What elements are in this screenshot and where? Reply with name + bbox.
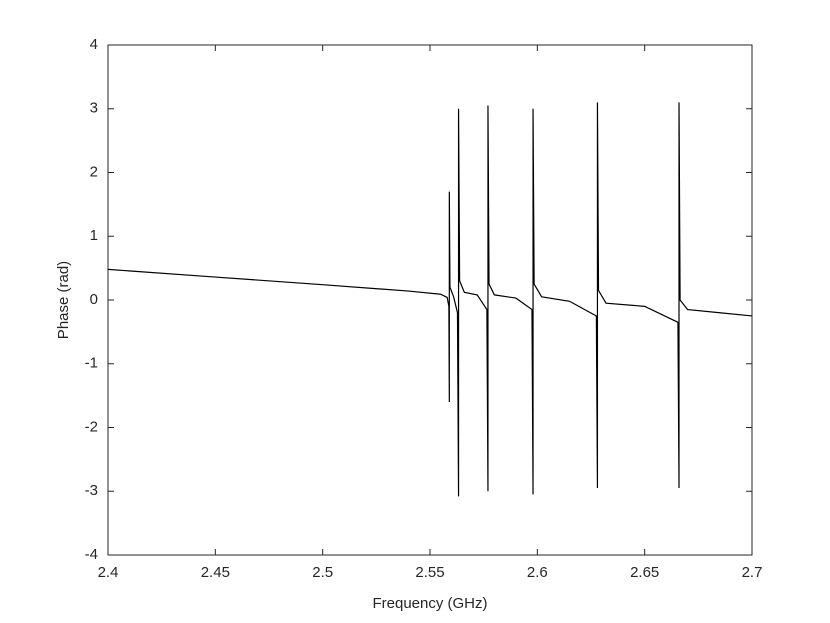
x-tick-label: 2.5 — [312, 564, 333, 581]
y-tick-label: 1 — [90, 227, 98, 244]
x-tick-label: 2.55 — [415, 564, 444, 581]
x-tick-label: 2.6 — [527, 564, 548, 581]
x-tick-label: 2.45 — [201, 564, 230, 581]
y-tick-label: -2 — [85, 418, 98, 435]
x-axis-label: Frequency (GHz) — [372, 595, 487, 612]
y-tick-label: 3 — [90, 100, 98, 117]
plot-area — [108, 45, 752, 555]
y-tick-label: -3 — [85, 482, 98, 499]
x-tick-label: 2.7 — [742, 564, 763, 581]
x-tick-label: 2.65 — [630, 564, 659, 581]
x-tick-label: 2.4 — [98, 564, 119, 581]
y-tick-label: 0 — [90, 291, 98, 308]
y-tick-label: 2 — [90, 163, 98, 180]
y-tick-label: -4 — [85, 546, 98, 563]
y-axis-label: Phase (rad) — [55, 261, 72, 339]
y-tick-label: -1 — [85, 355, 98, 372]
line — [107, 102, 753, 497]
y-tick-label: 4 — [90, 36, 98, 53]
